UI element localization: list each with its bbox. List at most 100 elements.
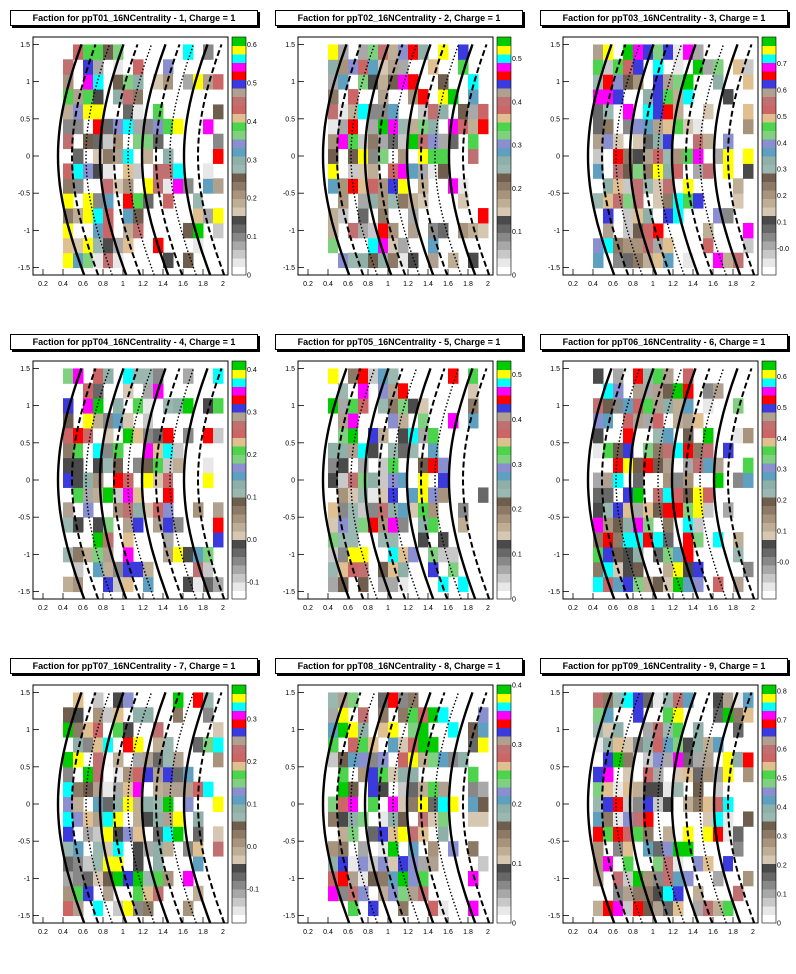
heatmap-cell: [733, 692, 744, 708]
chart-panel-9: Faction for ppT09_16NCentrality - 9, Cha…: [530, 648, 795, 972]
heatmap-cell: [418, 751, 429, 768]
heatmap-cell: [623, 502, 634, 518]
z-tick-label: 0.1: [512, 552, 522, 559]
heatmap-cell: [613, 856, 624, 872]
y-tick-label: -1: [289, 228, 295, 235]
heatmap-cell: [633, 796, 644, 812]
heatmap-cell: [468, 252, 479, 269]
heatmap-cell: [468, 796, 479, 812]
heatmap-cell: [603, 766, 614, 783]
heatmap-cell: [203, 781, 214, 798]
heatmap-cell: [348, 89, 359, 105]
heatmap-cell: [743, 222, 754, 239]
heatmap-cell: [458, 118, 469, 135]
x-tick-label: 0.8: [628, 605, 638, 612]
y-tick-label: -0.5: [18, 839, 30, 846]
heatmap-cell: [623, 870, 634, 887]
heatmap-cell: [603, 383, 614, 399]
chart-title: Faction for ppT02_16NCentrality - 2, Cha…: [275, 10, 523, 26]
heatmap-cell: [703, 442, 714, 459]
contour-lines: [56, 692, 226, 924]
heatmap-cell: [623, 841, 634, 857]
heatmap-cell: [693, 413, 704, 429]
heatmap-cell: [83, 413, 94, 429]
chart-panel-5: Faction for ppT05_16NCentrality - 5, Cha…: [265, 324, 530, 648]
heatmap-cell: [103, 826, 114, 842]
contour-line: [98, 692, 128, 924]
color-bar-swatch: [232, 719, 246, 728]
heatmap-cell: [623, 532, 634, 548]
heatmap-cell: [368, 900, 379, 917]
heatmap-cell: [428, 237, 439, 254]
heatmap-cell: [173, 692, 184, 708]
heatmap-cell: [703, 457, 714, 474]
heatmap-cell: [193, 502, 204, 518]
heatmap-cell: [673, 826, 684, 842]
y-tick-label: -0.5: [548, 839, 560, 846]
heatmap-cell: [438, 193, 449, 209]
heatmap-cell: [733, 178, 744, 194]
heatmap-cell: [613, 751, 624, 768]
heatmap-cell: [388, 413, 399, 429]
heatmap-cell: [83, 103, 94, 120]
heatmap-cell: [348, 398, 359, 414]
heatmap-cell: [73, 457, 84, 474]
x-tick-label: 0.4: [323, 281, 333, 288]
heatmap-cell: [683, 532, 694, 548]
heatmap-cell: [143, 561, 154, 578]
x-tick-label: 1.8: [463, 929, 473, 936]
y-tick-label: 0: [26, 154, 30, 161]
heatmap-cell: [713, 796, 724, 812]
heatmap-cell: [93, 252, 104, 269]
heatmap-cell: [388, 383, 399, 399]
x-tick-label: 1.4: [688, 281, 698, 288]
heatmap-cell: [173, 442, 184, 459]
heatmap-cell: [368, 118, 379, 135]
heatmap-cell: [468, 74, 479, 90]
heatmap-cell: [398, 811, 409, 827]
contour-line: [461, 368, 491, 600]
heatmap-cell: [703, 237, 714, 254]
heatmap-cell: [203, 193, 214, 209]
heatmap-cell: [653, 870, 664, 887]
heatmap-cell: [458, 751, 469, 768]
color-bar-swatch: [232, 88, 246, 97]
heatmap-cell: [143, 885, 154, 902]
color-bar-swatch: [232, 753, 246, 762]
color-bar-swatch: [497, 744, 511, 754]
color-bar-swatch: [497, 548, 511, 557]
heatmap-cell: [643, 133, 654, 150]
x-tick-label: 0.8: [628, 281, 638, 288]
heatmap-cell: [603, 74, 614, 90]
heatmap-cell: [653, 398, 664, 414]
heatmap-cell: [358, 163, 369, 179]
x-tick-label: 1.2: [668, 281, 678, 288]
heatmap-cell: [703, 826, 714, 842]
color-bar-swatch: [497, 914, 511, 924]
x-tick-label: 1.6: [178, 605, 188, 612]
x-tick-label: 1.4: [158, 605, 168, 612]
chart-title: Faction for ppT09_16NCentrality - 9, Cha…: [540, 658, 788, 674]
heatmap-cell: [733, 841, 744, 857]
heatmap-cell: [368, 59, 379, 75]
heatmap-cell: [733, 59, 744, 75]
color-bar-swatch: [497, 224, 511, 233]
color-bar-swatch: [762, 54, 776, 63]
heatmap-cell: [73, 781, 84, 798]
y-tick-label: -0.5: [283, 839, 295, 846]
heatmap-cell: [63, 751, 74, 768]
heatmap-cell: [193, 442, 204, 459]
heatmap-cell: [133, 457, 144, 474]
heatmap-svg: 0.2 0.4 0.6 0.8 1 1.2 1.4 1.6 1.8 21.510.50-0.5-1…: [18, 684, 259, 936]
heatmap-cell: [193, 856, 204, 872]
z-tick-label: -0.0: [777, 559, 789, 566]
heatmap-cell: [683, 870, 694, 887]
heatmap-cell: [63, 532, 74, 548]
x-tick-label: 0.2: [303, 929, 313, 936]
color-bar-swatch: [762, 173, 776, 182]
heatmap-cell: [633, 74, 644, 90]
x-tick-label: 1: [121, 605, 125, 612]
heatmap-cell: [378, 74, 389, 90]
heatmap-cell: [398, 870, 409, 887]
heatmap-cell: [613, 89, 624, 105]
